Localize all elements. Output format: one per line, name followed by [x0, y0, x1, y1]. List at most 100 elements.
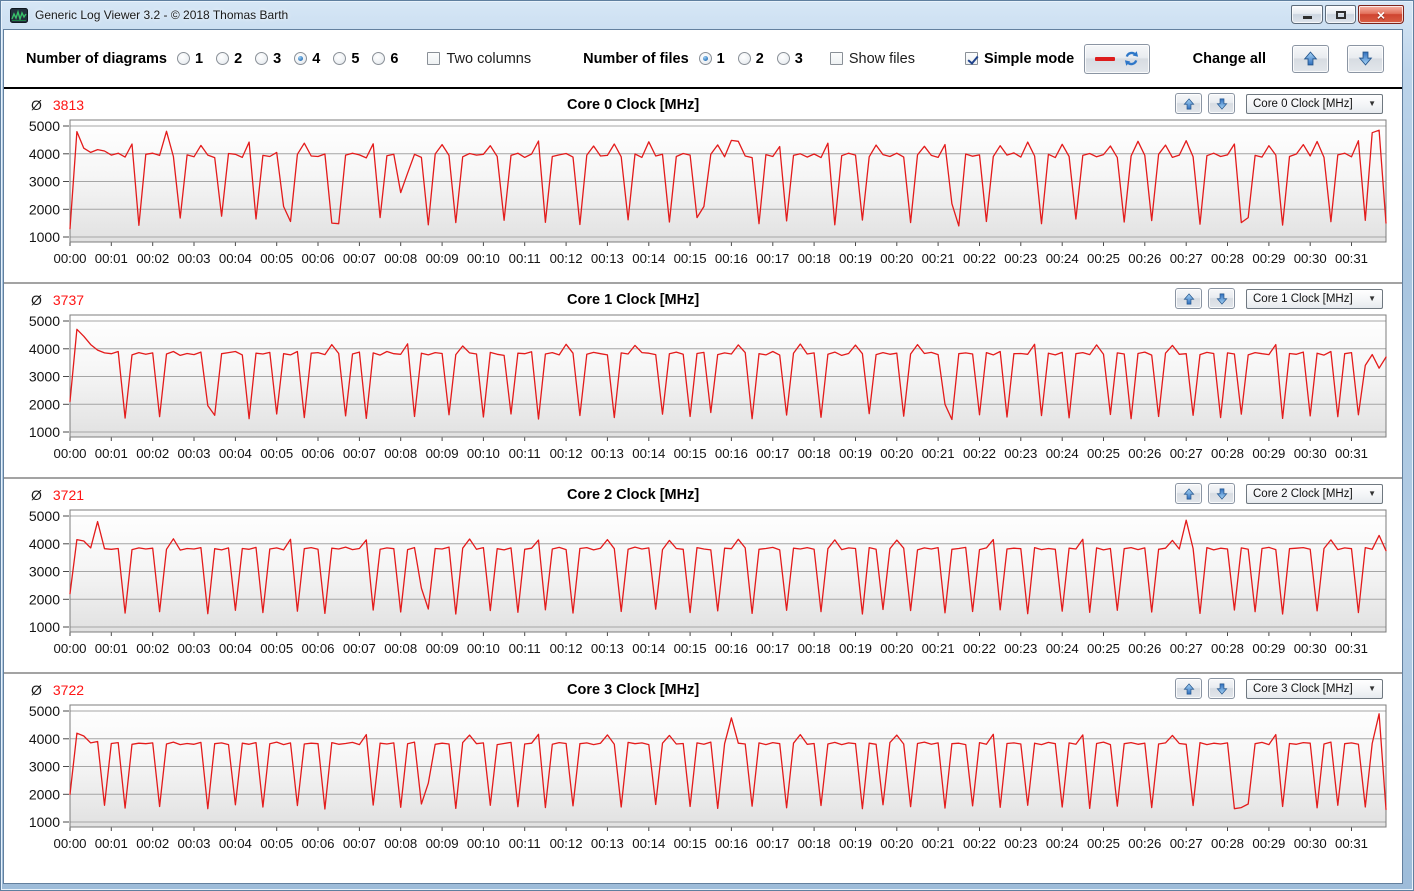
series-selector[interactable]: Core 1 Clock [MHz] ▼ [1246, 288, 1383, 309]
svg-text:00:10: 00:10 [467, 251, 500, 266]
svg-text:00:30: 00:30 [1294, 836, 1327, 851]
svg-text:00:05: 00:05 [260, 641, 293, 656]
chart-canvas-core0: 5000 4000 3000 2000 1000 00:00 00:01 00:02 00:03… [29, 118, 1387, 266]
chart-panel-core2: Ø 3721 Core 2 Clock [MHz] Core 2 Clock [… [4, 479, 1402, 674]
svg-text:00:20: 00:20 [880, 836, 913, 851]
diagram-count-option-2[interactable]: 2 [216, 51, 242, 67]
series-selector[interactable]: Core 2 Clock [MHz] ▼ [1246, 483, 1383, 504]
app-icon [10, 7, 28, 23]
svg-text:00:15: 00:15 [674, 251, 707, 266]
toolbar-separator [4, 87, 1402, 89]
move-chart-up-button[interactable] [1175, 678, 1202, 699]
radio-label: 3 [273, 50, 282, 67]
panel-separator [4, 672, 1402, 674]
panel-header: Ø 3721 Core 2 Clock [MHz] Core 2 Clock [… [4, 481, 1402, 508]
move-chart-down-button[interactable] [1208, 678, 1235, 699]
minimize-button[interactable] [1291, 5, 1323, 24]
file-count-option-2[interactable]: 2 [737, 51, 764, 67]
svg-text:00:23: 00:23 [1004, 641, 1037, 656]
two-columns-checkbox[interactable]: Two columns [427, 51, 531, 67]
svg-text:2000: 2000 [29, 786, 60, 802]
radio-icon[interactable] [333, 52, 347, 65]
diagram-count-option-5[interactable]: 5 [333, 51, 359, 67]
move-chart-down-button[interactable] [1208, 288, 1235, 309]
svg-text:00:07: 00:07 [343, 641, 376, 656]
chart-title: Core 1 Clock [MHz] [567, 291, 700, 308]
maximize-button[interactable] [1325, 5, 1356, 24]
svg-text:3000: 3000 [29, 369, 60, 385]
svg-text:00:04: 00:04 [219, 446, 252, 461]
radio-icon[interactable] [698, 52, 712, 65]
chart-canvas-core1: 5000 4000 3000 2000 1000 00:00 00:01 00:02 00:03… [29, 313, 1387, 461]
change-all-down-button[interactable] [1347, 44, 1384, 73]
line-sample-icon [1094, 56, 1115, 61]
radio-icon[interactable] [216, 52, 230, 65]
move-chart-down-button[interactable] [1208, 93, 1235, 114]
average-value: 3722 [52, 681, 85, 698]
diagram-count-option-6[interactable]: 6 [372, 51, 398, 67]
radio-icon[interactable] [737, 52, 751, 65]
maximize-icon [1335, 10, 1346, 19]
toolbar: Number of diagrams 1 2 3 4 [4, 30, 1402, 87]
svg-text:00:17: 00:17 [756, 251, 789, 266]
svg-text:00:16: 00:16 [715, 641, 748, 656]
file-count-option-3[interactable]: 3 [776, 51, 803, 67]
svg-text:00:00: 00:00 [53, 836, 86, 851]
svg-text:00:20: 00:20 [880, 251, 913, 266]
svg-text:00:31: 00:31 [1335, 251, 1368, 266]
svg-text:00:28: 00:28 [1211, 641, 1244, 656]
svg-text:4000: 4000 [29, 731, 60, 747]
svg-text:5000: 5000 [29, 703, 60, 719]
move-chart-up-button[interactable] [1175, 288, 1202, 309]
average-value: 3721 [52, 486, 85, 503]
move-chart-down-button[interactable] [1208, 483, 1235, 504]
diagram-count-option-4[interactable]: 4 [294, 51, 320, 67]
radio-icon[interactable] [255, 52, 269, 65]
series-selector[interactable]: Core 0 Clock [MHz] ▼ [1246, 93, 1383, 114]
svg-text:1000: 1000 [29, 229, 60, 245]
svg-text:00:13: 00:13 [591, 836, 624, 851]
radio-icon[interactable] [776, 52, 790, 65]
svg-text:00:22: 00:22 [963, 641, 996, 656]
file-count-option-1[interactable]: 1 [698, 51, 725, 67]
svg-text:00:05: 00:05 [260, 446, 293, 461]
checkbox-icon[interactable] [427, 52, 441, 65]
svg-text:00:05: 00:05 [260, 836, 293, 851]
svg-text:00:02: 00:02 [136, 836, 169, 851]
show-files-checkbox[interactable]: Show files [829, 51, 915, 67]
svg-text:00:22: 00:22 [963, 836, 996, 851]
radio-icon[interactable] [294, 52, 308, 65]
svg-text:00:14: 00:14 [632, 446, 665, 461]
svg-text:00:23: 00:23 [1004, 251, 1037, 266]
svg-text:00:04: 00:04 [219, 836, 252, 851]
series-selector[interactable]: Core 3 Clock [MHz] ▼ [1246, 678, 1383, 699]
panel-controls: Core 3 Clock [MHz] ▼ [1175, 678, 1383, 699]
diagrams-count-group: 1 2 3 4 5 [177, 51, 411, 67]
svg-text:00:30: 00:30 [1294, 641, 1327, 656]
change-all-up-button[interactable] [1292, 44, 1329, 73]
svg-text:00:12: 00:12 [550, 446, 583, 461]
refresh-line-style-button[interactable] [1084, 43, 1151, 74]
down-arrow-icon [1358, 51, 1373, 66]
diagram-count-option-3[interactable]: 3 [255, 51, 281, 67]
checkbox-icon[interactable] [829, 52, 843, 65]
svg-text:00:30: 00:30 [1294, 446, 1327, 461]
svg-text:00:15: 00:15 [674, 836, 707, 851]
close-button[interactable]: × [1358, 5, 1404, 24]
checkbox-icon[interactable] [964, 52, 978, 65]
svg-text:00:26: 00:26 [1128, 251, 1161, 266]
diagrams-count-label: Number of diagrams [26, 50, 167, 67]
svg-text:4000: 4000 [29, 146, 60, 162]
radio-icon[interactable] [177, 52, 190, 65]
svg-text:00:03: 00:03 [177, 641, 210, 656]
titlebar[interactable]: Generic Log Viewer 3.2 - © 2018 Thomas B… [0, 0, 1414, 30]
svg-text:00:15: 00:15 [674, 446, 707, 461]
radio-icon[interactable] [372, 52, 386, 65]
move-chart-up-button[interactable] [1175, 93, 1202, 114]
simple-mode-checkbox[interactable]: Simple mode [964, 51, 1074, 67]
move-chart-up-button[interactable] [1175, 483, 1202, 504]
svg-text:00:03: 00:03 [177, 836, 210, 851]
svg-text:00:26: 00:26 [1128, 836, 1161, 851]
diagram-count-option-1[interactable]: 1 [177, 51, 203, 67]
radio-label: 1 [195, 50, 204, 67]
